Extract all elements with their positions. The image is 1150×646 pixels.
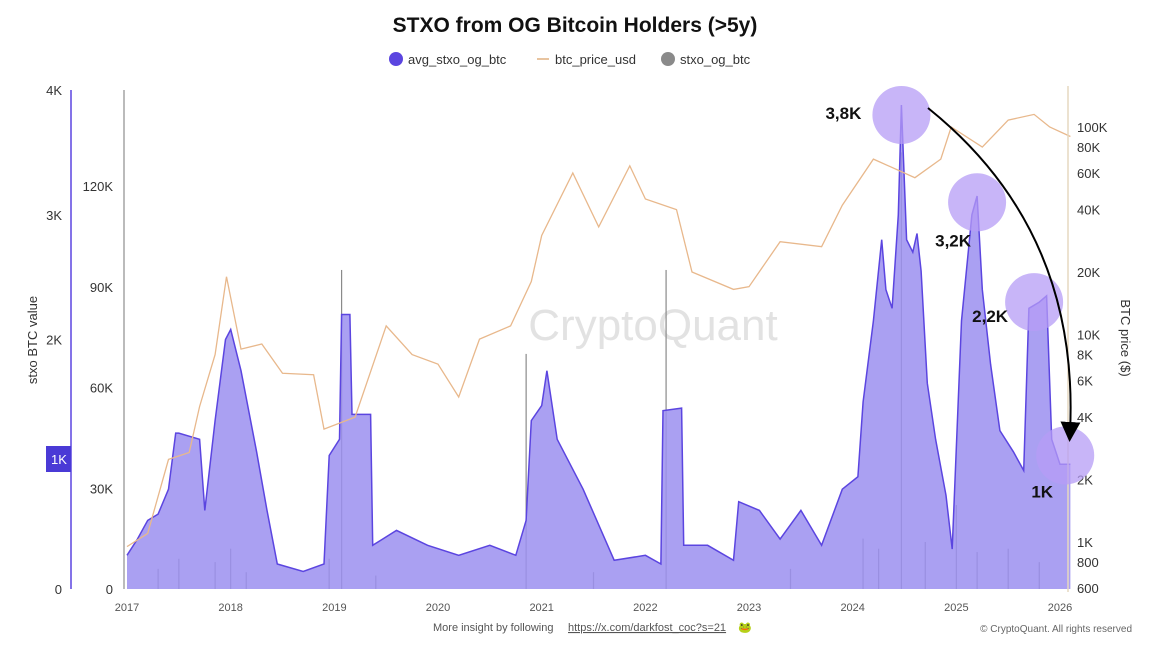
- mid-tick: 90K: [90, 280, 113, 295]
- legend-swatch-dot: [389, 52, 403, 66]
- annotation-label: 3,8K: [825, 104, 862, 123]
- annotation-label: 1K: [1031, 483, 1053, 502]
- x-tick: 2022: [633, 602, 657, 614]
- x-axis-ticks: 2017 2018 2019 2020 2021 2022 2023 2024 2025 2026: [115, 602, 1073, 614]
- annotations: 3,8K 3,2K 2,2K 1K: [825, 85, 1095, 502]
- footer-link[interactable]: https://x.com/darkfost_coc?s=21: [568, 622, 726, 634]
- x-tick: 2017: [115, 602, 139, 614]
- left-axis-highlight: 1K: [46, 446, 71, 472]
- legend-swatch-dot: [661, 52, 675, 66]
- chart-title: STXO from OG Bitcoin Holders (>5y): [393, 14, 758, 37]
- x-tick: 2026: [1048, 602, 1072, 614]
- left-tick: 3K: [46, 208, 62, 223]
- left-axis-label: stxo BTC value: [25, 296, 40, 384]
- right-tick: 10K: [1077, 328, 1100, 343]
- right-tick: 6K: [1077, 374, 1093, 389]
- stxo-bar: [525, 353, 527, 589]
- avg-stxo-line: [126, 104, 1071, 573]
- mid-axis-ticks: 0 30K 60K 90K 120K: [83, 179, 114, 597]
- right-tick: 8K: [1077, 348, 1093, 363]
- left-tick: 2K: [46, 333, 62, 348]
- watermark: CryptoQuant: [528, 301, 777, 350]
- right-tick: 20K: [1077, 265, 1100, 280]
- legend-label: btc_price_usd: [555, 52, 636, 67]
- right-tick: 600: [1077, 581, 1099, 596]
- right-tick: 60K: [1077, 166, 1100, 181]
- x-tick: 2024: [840, 602, 864, 614]
- right-tick: 1K: [1077, 535, 1093, 550]
- legend: avg_stxo_og_btc btc_price_usd stxo_og_btc: [389, 52, 751, 67]
- avg-stxo-area: [127, 105, 1071, 589]
- mid-tick: 60K: [90, 381, 113, 396]
- footer: More insight by following https://x.com/…: [433, 621, 1132, 635]
- right-tick: 100K: [1077, 120, 1108, 135]
- right-tick: 800: [1077, 555, 1099, 570]
- x-tick: 2023: [737, 602, 761, 614]
- annotation-circle: [1005, 273, 1064, 332]
- btc-price-line: [126, 113, 1071, 548]
- legend-label: avg_stxo_og_btc: [408, 52, 507, 67]
- x-tick: 2021: [529, 602, 553, 614]
- footer-prefix: More insight by following: [433, 622, 553, 634]
- copyright: © CryptoQuant. All rights reserved: [980, 624, 1132, 635]
- x-tick: 2019: [322, 602, 346, 614]
- frog-icon: 🐸: [738, 621, 752, 634]
- left-tick: 4K: [46, 83, 62, 98]
- left-axis-ticks: 0 2K 3K 4K: [46, 83, 62, 597]
- mid-tick: 0: [106, 582, 113, 597]
- annotation-label: 2,2K: [972, 307, 1009, 326]
- annotation-label: 3,2K: [935, 231, 972, 250]
- trend-arrow: [927, 107, 1081, 442]
- x-tick: 2025: [944, 602, 968, 614]
- right-tick: 40K: [1077, 203, 1100, 218]
- legend-label: stxo_og_btc: [680, 52, 751, 67]
- x-tick: 2020: [426, 602, 450, 614]
- mid-tick: 30K: [90, 481, 113, 496]
- highlight-badge: [46, 446, 71, 472]
- annotation-circle: [948, 173, 1007, 232]
- highlight-label: 1K: [51, 452, 67, 467]
- x-tick: 2018: [218, 602, 242, 614]
- mid-tick: 120K: [83, 179, 114, 194]
- left-tick: 0: [55, 582, 62, 597]
- right-tick: 4K: [1077, 410, 1093, 425]
- right-tick: 80K: [1077, 140, 1100, 155]
- right-axis-label: BTC price ($): [1118, 299, 1133, 376]
- annotation-circle: [872, 85, 931, 144]
- annotation-circle: [1036, 426, 1095, 485]
